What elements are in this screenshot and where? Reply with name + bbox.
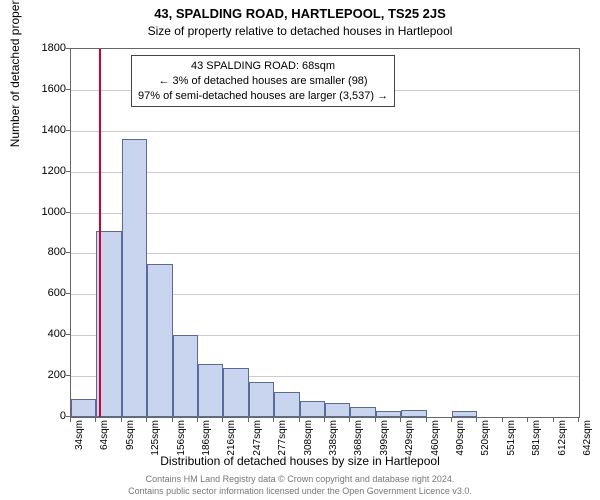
x-tick-mark (400, 418, 401, 422)
histogram-bar (223, 368, 248, 417)
annotation-line-2: ← 3% of detached houses are smaller (98) (138, 74, 388, 89)
x-tick-mark (248, 418, 249, 422)
x-tick-mark (95, 418, 96, 422)
y-tick-mark (66, 293, 70, 294)
x-tick-label: 520sqm (480, 420, 491, 460)
y-tick-label: 1800 (26, 42, 66, 54)
x-tick-label: 551sqm (506, 420, 517, 460)
x-tick-label: 460sqm (430, 420, 441, 460)
x-tick-label: 156sqm (176, 420, 187, 460)
y-tick-label: 0 (26, 410, 66, 422)
annotation-line-3: 97% of semi-detached houses are larger (… (138, 89, 388, 104)
x-tick-label: 368sqm (353, 420, 364, 460)
y-tick-mark (66, 416, 70, 417)
annotation-box: 43 SPALDING ROAD: 68sqm ← 3% of detached… (131, 55, 395, 107)
y-tick-label: 1000 (26, 206, 66, 218)
histogram-bar (452, 411, 477, 417)
histogram-bar (71, 399, 96, 417)
x-tick-label: 247sqm (252, 420, 263, 460)
x-tick-mark (121, 418, 122, 422)
histogram-bar (376, 411, 401, 417)
histogram-bar (401, 410, 426, 417)
x-tick-mark (553, 418, 554, 422)
x-tick-label: 338sqm (328, 420, 339, 460)
x-tick-label: 429sqm (404, 420, 415, 460)
chart-container: { "title": "43, SPALDING ROAD, HARTLEPOO… (0, 0, 600, 500)
x-tick-label: 308sqm (303, 420, 314, 460)
x-tick-mark (70, 418, 71, 422)
y-tick-mark (66, 252, 70, 253)
y-tick-label: 400 (26, 328, 66, 340)
histogram-bar (147, 264, 172, 417)
x-tick-label: 277sqm (277, 420, 288, 460)
x-tick-label: 399sqm (379, 420, 390, 460)
x-tick-mark (578, 418, 579, 422)
x-tick-mark (349, 418, 350, 422)
y-tick-label: 1400 (26, 124, 66, 136)
histogram-bar (350, 407, 375, 417)
y-tick-label: 1200 (26, 165, 66, 177)
page-subtitle: Size of property relative to detached ho… (0, 24, 600, 38)
x-tick-mark (197, 418, 198, 422)
x-tick-mark (502, 418, 503, 422)
histogram-bar (300, 401, 325, 417)
y-tick-mark (66, 212, 70, 213)
x-tick-mark (273, 418, 274, 422)
y-tick-mark (66, 334, 70, 335)
histogram-bar (325, 403, 350, 417)
x-tick-mark (324, 418, 325, 422)
property-marker-line (99, 49, 101, 417)
x-tick-label: 216sqm (226, 420, 237, 460)
y-tick-mark (66, 375, 70, 376)
histogram-bar (274, 392, 299, 417)
x-tick-label: 64sqm (99, 420, 110, 460)
histogram-bar (249, 382, 274, 417)
y-tick-mark (66, 48, 70, 49)
x-tick-label: 186sqm (201, 420, 212, 460)
y-axis-title: Number of detached properties (8, 0, 22, 147)
y-tick-label: 200 (26, 369, 66, 381)
histogram-bar (122, 139, 147, 417)
chart-plot-area: 43 SPALDING ROAD: 68sqm ← 3% of detached… (70, 48, 580, 418)
y-tick-mark (66, 171, 70, 172)
histogram-bar (198, 364, 223, 417)
y-tick-label: 600 (26, 287, 66, 299)
x-tick-mark (172, 418, 173, 422)
x-tick-mark (146, 418, 147, 422)
x-tick-mark (222, 418, 223, 422)
x-tick-label: 34sqm (74, 420, 85, 460)
x-tick-label: 125sqm (150, 420, 161, 460)
x-tick-mark (451, 418, 452, 422)
y-tick-label: 1600 (26, 83, 66, 95)
page-title: 43, SPALDING ROAD, HARTLEPOOL, TS25 2JS (0, 6, 600, 21)
footer-line-2: Contains public sector information licen… (0, 486, 600, 496)
x-tick-mark (476, 418, 477, 422)
y-tick-mark (66, 130, 70, 131)
x-tick-label: 581sqm (531, 420, 542, 460)
x-tick-mark (375, 418, 376, 422)
x-tick-label: 490sqm (455, 420, 466, 460)
footer-line-1: Contains HM Land Registry data © Crown c… (0, 474, 600, 484)
y-tick-mark (66, 89, 70, 90)
histogram-bar (173, 335, 198, 417)
x-tick-label: 95sqm (125, 420, 136, 460)
y-tick-label: 800 (26, 246, 66, 258)
x-tick-label: 612sqm (557, 420, 568, 460)
x-tick-label: 642sqm (582, 420, 593, 460)
x-tick-mark (527, 418, 528, 422)
x-tick-mark (426, 418, 427, 422)
x-tick-mark (299, 418, 300, 422)
annotation-line-1: 43 SPALDING ROAD: 68sqm (138, 59, 388, 74)
